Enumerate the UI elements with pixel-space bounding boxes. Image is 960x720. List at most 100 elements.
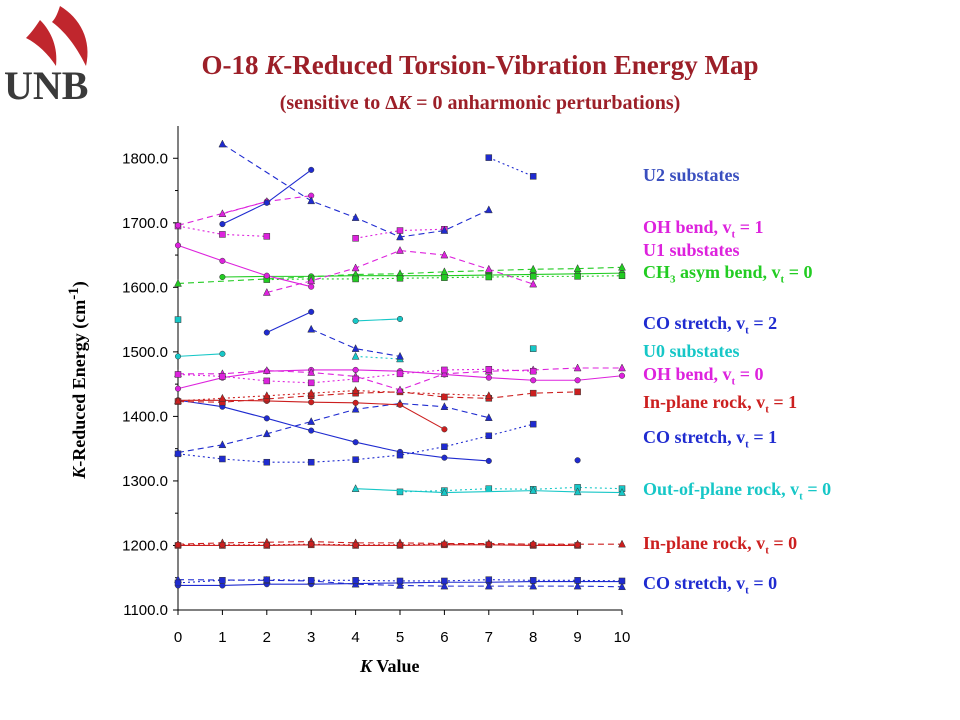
legend-entry: CO stretch, vt = 2	[643, 313, 777, 337]
data-point-triangle	[307, 417, 316, 425]
data-point-square	[529, 273, 537, 280]
data-point-triangle	[351, 484, 360, 492]
legend-entry-text: t	[780, 273, 785, 286]
y-tick-label: 1800.0	[122, 150, 168, 167]
series-line	[177, 368, 534, 384]
unb-logo-text: UNB	[4, 63, 89, 108]
series-line	[177, 195, 312, 226]
data-point-triangle	[218, 139, 227, 148]
legend-entry-text: t	[799, 490, 803, 503]
data-point-triangle	[307, 367, 316, 376]
series-line	[177, 402, 489, 454]
legend-entry-text: t	[765, 544, 769, 557]
data-point-triangle	[218, 440, 227, 449]
data-point-square	[441, 443, 448, 450]
data-point-triangle	[529, 279, 538, 288]
series-line	[177, 390, 489, 402]
y-tick-label: 1600.0	[122, 279, 168, 296]
data-point-circle	[574, 541, 581, 548]
data-point-square	[352, 275, 359, 283]
data-point-circle	[352, 439, 359, 446]
data-point-circle	[219, 541, 226, 548]
data-point-triangle	[484, 205, 493, 214]
data-point-circle	[219, 221, 226, 228]
series-line	[222, 272, 623, 278]
data-point-circle	[530, 377, 537, 384]
x-tick-label: 2	[263, 629, 271, 646]
data-point-triangle	[396, 580, 404, 589]
legend-entry-text: U2 substates	[643, 165, 740, 185]
data-point-square	[174, 316, 182, 323]
data-point-triangle	[262, 366, 271, 374]
legend-entry-text: CO stretch, v	[643, 427, 746, 447]
data-point-square	[485, 154, 493, 161]
series-line	[222, 143, 490, 238]
data-point-triangle	[484, 264, 493, 273]
data-point-square	[219, 455, 226, 463]
legend-entry: CH3 asym bend, vt = 0	[643, 262, 812, 286]
legend-entry-text: = 0	[748, 573, 778, 593]
data-point-triangle	[573, 264, 582, 272]
data-point-square	[352, 235, 359, 242]
legend-entry-text: = 1	[735, 217, 764, 237]
data-point-square	[485, 432, 493, 440]
data-point-triangle	[440, 487, 449, 496]
data-point-triangle	[440, 267, 449, 276]
data-point-square	[396, 577, 404, 585]
data-point-square	[219, 577, 226, 584]
legend-entry: In-plane rock, vt = 1	[643, 392, 797, 416]
data-point-circle	[485, 374, 492, 381]
data-point-triangle	[484, 391, 493, 399]
legend-entry-text: CO stretch, v	[643, 313, 746, 333]
data-point-triangle	[396, 232, 404, 241]
data-point-triangle	[440, 402, 449, 410]
data-point-circle	[263, 415, 270, 422]
data-point-triangle	[396, 351, 404, 360]
x-tick-label: 5	[396, 629, 404, 646]
data-point-triangle	[440, 225, 449, 234]
legend-entry-text: t	[731, 375, 736, 388]
data-point-triangle	[440, 581, 449, 590]
legend-entry-text: U1 substates	[643, 240, 740, 260]
data-point-triangle	[218, 393, 227, 402]
y-axis-label: K-Reduced Energy (cm-1)	[66, 281, 89, 479]
data-point-square	[174, 450, 182, 458]
legend-entry-text: t	[731, 228, 736, 241]
series-line	[355, 318, 401, 322]
data-point-square	[529, 420, 537, 428]
x-tick-label: 1	[218, 629, 226, 646]
data-point-circle	[396, 401, 404, 408]
data-point-circle	[308, 308, 315, 315]
legend-entry: U2 substates	[643, 165, 740, 186]
x-tick-label: 4	[351, 629, 359, 646]
legend-entry: In-plane rock, vt = 0	[643, 533, 797, 557]
data-point-square	[307, 577, 315, 584]
series-line	[399, 486, 623, 493]
y-tick-label: 1400.0	[122, 408, 168, 425]
data-point-triangle	[396, 385, 404, 394]
series-line	[177, 579, 623, 584]
x-axis-label: K Value	[360, 656, 420, 676]
page-title: O-18 K-Reduced Torsion-Vibration Energy …	[201, 50, 759, 80]
data-point-square	[352, 577, 359, 584]
series-line	[177, 266, 623, 285]
legend-entry: Out-of-plane rock, vt = 0	[643, 479, 831, 503]
data-point-circle	[618, 372, 626, 379]
y-tick-label: 1100.0	[123, 602, 168, 619]
y-tick-label: 1500.0	[122, 344, 168, 361]
data-point-triangle	[351, 263, 360, 272]
series-line	[355, 355, 401, 360]
data-point-circle	[574, 377, 581, 384]
legend-entry: CO stretch, vt = 1	[643, 427, 777, 451]
data-point-square	[618, 272, 626, 279]
data-point-circle	[308, 283, 315, 290]
data-point-triangle	[307, 324, 316, 333]
data-point-square	[441, 274, 448, 281]
sail-logo-icon	[26, 6, 88, 66]
series-line	[488, 157, 534, 177]
legend-entry-text: = 1	[748, 427, 778, 447]
data-point-triangle	[529, 486, 538, 494]
data-point-triangle	[573, 487, 582, 496]
data-point-triangle	[484, 413, 493, 421]
